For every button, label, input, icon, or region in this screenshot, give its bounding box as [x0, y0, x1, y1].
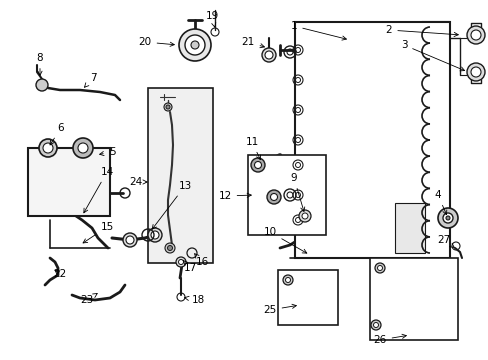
Circle shape	[163, 103, 172, 111]
Text: 5: 5	[100, 147, 115, 157]
Text: 23: 23	[80, 293, 97, 305]
Text: 3: 3	[400, 40, 464, 71]
Text: 25: 25	[263, 304, 296, 315]
Text: 15: 15	[83, 222, 113, 243]
Circle shape	[302, 213, 307, 219]
Circle shape	[466, 26, 484, 44]
Text: 8: 8	[37, 53, 43, 75]
Bar	[28, 148, 110, 216]
Circle shape	[377, 266, 382, 270]
Circle shape	[373, 323, 378, 328]
Text: 22: 22	[53, 269, 66, 279]
Circle shape	[164, 243, 175, 253]
Text: 1: 1	[290, 21, 346, 40]
Bar	[148, 88, 213, 263]
Circle shape	[298, 210, 310, 222]
Text: 24: 24	[129, 177, 147, 187]
Text: 11: 11	[245, 137, 260, 159]
Circle shape	[266, 190, 281, 204]
Circle shape	[254, 162, 261, 168]
Text: 19: 19	[205, 11, 218, 27]
Circle shape	[39, 139, 57, 157]
Circle shape	[179, 29, 210, 61]
Text: 12: 12	[218, 191, 251, 201]
Circle shape	[148, 228, 162, 242]
Text: 21: 21	[241, 37, 264, 48]
Circle shape	[123, 233, 137, 247]
Circle shape	[191, 41, 199, 49]
Circle shape	[445, 216, 449, 220]
Circle shape	[43, 143, 53, 153]
Bar	[294, 22, 449, 258]
Text: 6: 6	[50, 123, 64, 145]
Circle shape	[466, 63, 484, 81]
Text: 18: 18	[184, 295, 204, 305]
Circle shape	[178, 260, 183, 265]
Circle shape	[250, 158, 264, 172]
Circle shape	[184, 35, 204, 55]
Circle shape	[78, 143, 88, 153]
Text: 27: 27	[436, 235, 453, 247]
Circle shape	[36, 79, 48, 91]
Circle shape	[73, 138, 93, 158]
Circle shape	[370, 320, 380, 330]
Bar	[247, 155, 325, 235]
Circle shape	[437, 208, 457, 228]
Circle shape	[442, 213, 452, 223]
Circle shape	[151, 231, 159, 239]
Circle shape	[167, 246, 172, 251]
Circle shape	[262, 48, 275, 62]
Bar	[278, 270, 337, 325]
Circle shape	[270, 194, 277, 201]
Text: 26: 26	[373, 334, 406, 345]
Text: 13: 13	[152, 181, 191, 229]
Circle shape	[283, 275, 292, 285]
Circle shape	[176, 257, 185, 267]
Text: 14: 14	[83, 167, 113, 213]
Text: 17: 17	[183, 260, 196, 273]
Text: 9: 9	[290, 173, 304, 211]
Circle shape	[285, 278, 290, 283]
Text: 2: 2	[385, 25, 457, 37]
Circle shape	[264, 51, 272, 59]
Circle shape	[470, 30, 480, 40]
Circle shape	[470, 67, 480, 77]
Bar	[394, 203, 424, 253]
Circle shape	[165, 105, 170, 109]
Text: 7: 7	[84, 73, 96, 87]
Text: 16: 16	[194, 254, 208, 267]
Circle shape	[374, 263, 384, 273]
Bar	[369, 258, 457, 340]
Text: 10: 10	[263, 227, 306, 253]
Text: 20: 20	[138, 37, 174, 47]
Circle shape	[126, 236, 134, 244]
Text: 4: 4	[434, 190, 446, 215]
